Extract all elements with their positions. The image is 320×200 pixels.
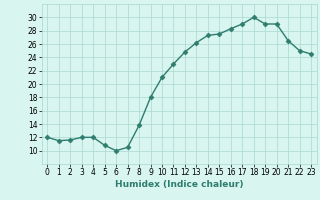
X-axis label: Humidex (Indice chaleur): Humidex (Indice chaleur): [115, 180, 244, 189]
